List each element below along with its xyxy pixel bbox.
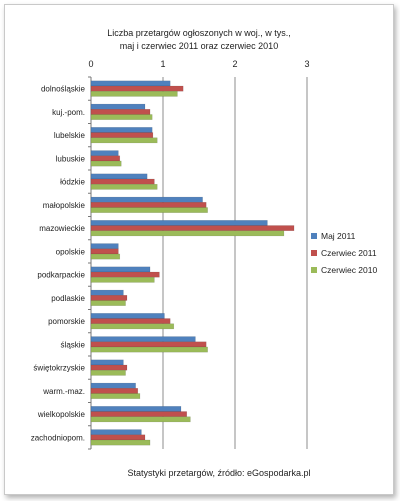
- x-tick-label: 3: [304, 59, 309, 69]
- category-label: małopolskie: [43, 201, 86, 210]
- bar-czerwiec-2011: [90, 248, 119, 255]
- category-label: kuj.-pom.: [52, 108, 85, 117]
- bar-czerwiec-2010: [90, 230, 285, 237]
- category-label: lubuskie: [56, 154, 86, 163]
- category-label: opolskie: [56, 247, 86, 256]
- category-label: podkarpackie: [37, 271, 85, 280]
- bar-maj-2011: [90, 266, 151, 273]
- bar-czerwiec-2010: [90, 253, 121, 260]
- legend-label: Maj 2011: [321, 231, 356, 241]
- category-label: wielkopolskie: [37, 410, 86, 419]
- bar-maj-2011: [90, 243, 119, 250]
- bar-maj-2011: [90, 127, 153, 133]
- chart-frame: Liczba przetargów ogłoszonych w woj., w …: [4, 4, 394, 495]
- bar-czerwiec-2010: [90, 160, 122, 167]
- legend-label: Czerwiec 2011: [321, 248, 377, 258]
- bar-maj-2011: [90, 289, 124, 296]
- bar-maj-2011: [90, 359, 124, 366]
- bar-czerwiec-2011: [90, 109, 151, 115]
- category-label: lubelskie: [54, 131, 86, 140]
- bar-czerwiec-2010: [90, 300, 126, 306]
- legend-swatch: [311, 233, 317, 239]
- bar-czerwiec-2010: [90, 90, 178, 97]
- bar-maj-2011: [90, 406, 182, 412]
- bar-czerwiec-2010: [90, 393, 141, 399]
- bar-czerwiec-2010: [90, 369, 126, 376]
- bar-czerwiec-2011: [90, 202, 207, 208]
- category-label: śląskie: [61, 340, 86, 349]
- bar-chart: Liczba przetargów ogłoszonych w woj., w …: [31, 28, 378, 478]
- bar-czerwiec-2011: [90, 85, 184, 92]
- bar-maj-2011: [90, 173, 148, 180]
- bar-maj-2011: [90, 336, 196, 343]
- legend-swatch: [311, 267, 317, 273]
- x-tick-label: 2: [232, 59, 237, 69]
- bar-maj-2011: [90, 220, 268, 226]
- bar-czerwiec-2010: [90, 323, 175, 330]
- bar-czerwiec-2011: [90, 341, 207, 348]
- category-label: podlaskie: [51, 294, 85, 303]
- bar-czerwiec-2011: [90, 225, 295, 231]
- bar-czerwiec-2010: [90, 114, 153, 120]
- bar-czerwiec-2010: [90, 346, 208, 353]
- legend-label: Czerwiec 2010: [321, 265, 377, 275]
- bar-czerwiec-2011: [90, 132, 154, 138]
- category-label: świętokrzyskie: [33, 364, 85, 373]
- bar-czerwiec-2011: [90, 178, 155, 185]
- bars: [90, 80, 295, 446]
- bar-czerwiec-2011: [90, 388, 139, 394]
- bar-maj-2011: [90, 103, 146, 110]
- bar-czerwiec-2011: [90, 318, 171, 324]
- category-label: dolnośląskie: [41, 85, 86, 94]
- bar-maj-2011: [90, 80, 171, 87]
- bar-czerwiec-2011: [90, 364, 128, 371]
- category-label: mazowieckie: [39, 224, 85, 233]
- x-axis-ticks: 0 1 2 3: [88, 59, 309, 69]
- x-tick-label: 1: [160, 59, 165, 69]
- source-caption: Statystyki przetargów, źródło: eGospodar…: [127, 468, 310, 478]
- x-tick-label: 0: [88, 59, 93, 69]
- category-label: zachodniopom.: [31, 433, 85, 442]
- category-label: pomorskie: [48, 317, 85, 326]
- bar-maj-2011: [90, 313, 165, 319]
- legend: Maj 2011 Czerwiec 2011 Czerwiec 2010: [311, 231, 377, 275]
- category-label: łódzkie: [60, 178, 85, 187]
- chart-title: Liczba przetargów ogłoszonych w woj., w …: [107, 28, 291, 38]
- bar-czerwiec-2010: [90, 137, 158, 144]
- bar-maj-2011: [90, 429, 142, 436]
- category-label: warm.-maz.: [42, 387, 85, 396]
- bar-czerwiec-2011: [90, 411, 188, 417]
- bar-czerwiec-2011: [90, 271, 160, 278]
- bar-czerwiec-2011: [90, 295, 128, 301]
- legend-swatch: [311, 250, 317, 256]
- category-labels: dolnośląskie kuj.-pom. lubelskie lubuskie łó…: [31, 85, 86, 443]
- bar-czerwiec-2010: [90, 183, 158, 190]
- bar-czerwiec-2010: [90, 276, 155, 283]
- bar-czerwiec-2011: [90, 434, 146, 441]
- bar-maj-2011: [90, 150, 119, 157]
- bar-czerwiec-2010: [90, 439, 151, 446]
- bar-maj-2011: [90, 382, 136, 389]
- bar-czerwiec-2010: [90, 416, 191, 423]
- chart-subtitle: maj i czerwiec 2011 oraz czerwiec 2010: [120, 41, 278, 51]
- bar-maj-2011: [90, 196, 203, 203]
- bar-czerwiec-2011: [90, 155, 121, 162]
- bar-czerwiec-2010: [90, 207, 208, 213]
